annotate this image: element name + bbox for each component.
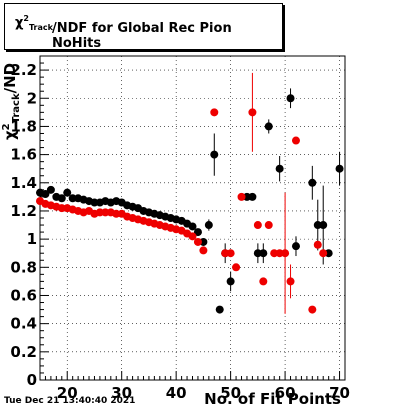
data-point	[319, 221, 328, 230]
y-tick-label: 1.4	[10, 174, 37, 192]
data-point	[291, 136, 300, 145]
data-point	[248, 192, 257, 201]
data-point	[291, 242, 300, 251]
data-point	[237, 192, 246, 201]
data-point	[248, 108, 257, 117]
data-point	[308, 305, 317, 314]
y-tick-label: 1.2	[10, 202, 37, 220]
data-point	[215, 305, 224, 314]
title-chi-symbol: χ2Track	[15, 14, 53, 32]
y-tick-label: 1.8	[10, 117, 37, 135]
timestamp: Tue Dec 21 13:40:40 2021	[4, 396, 136, 406]
series-1	[36, 72, 328, 314]
x-tick-label: 30	[111, 384, 132, 402]
x-tick-label: 60	[275, 384, 296, 402]
points-layer	[36, 72, 344, 314]
data-point	[259, 277, 268, 286]
grid-layer	[40, 56, 345, 381]
y-tick-label: 1	[27, 230, 37, 248]
data-point	[232, 263, 241, 272]
y-tick-label: 1.6	[10, 146, 37, 164]
data-point	[226, 277, 235, 286]
data-point	[188, 232, 197, 241]
tick-layer: 20 30 40 50 60 70 0 0.2 0.4 0.6 0.8 1 1.2 1.4 1.6 1.8 2 2…	[10, 61, 350, 402]
y-tick-label: 0.2	[10, 343, 37, 361]
data-point	[286, 94, 295, 103]
data-point	[41, 190, 50, 199]
data-point	[46, 185, 55, 194]
data-point	[63, 188, 72, 197]
plot-frame	[39, 55, 346, 381]
data-point	[199, 246, 208, 255]
data-point	[335, 164, 344, 173]
series-0	[36, 88, 344, 314]
x-tick-label: 70	[329, 384, 350, 402]
x-tick-label: 20	[57, 384, 78, 402]
data-point	[275, 164, 284, 173]
data-point	[193, 228, 202, 237]
data-point	[286, 277, 295, 286]
chart-title-box: χ2Track /NDF for Global Rec Pion NoHits	[4, 3, 283, 51]
y-tick-label: 2	[27, 89, 37, 107]
data-point	[204, 221, 213, 230]
data-point	[281, 249, 290, 258]
y-tick-label: 0.6	[10, 286, 37, 304]
data-point	[313, 240, 322, 249]
y-tick-label: 0	[27, 371, 37, 389]
data-point	[210, 108, 219, 117]
chart-title: /NDF for Global Rec Pion NoHits	[52, 21, 232, 51]
x-tick-label: 40	[166, 384, 187, 402]
data-point	[264, 122, 273, 131]
y-tick-label: 2.2	[10, 61, 37, 79]
y-tick-label: 0.8	[10, 258, 37, 276]
y-tick-label: 0.4	[10, 315, 37, 333]
data-point	[226, 249, 235, 258]
data-point	[210, 150, 219, 159]
data-point	[188, 222, 197, 231]
y-axis-label: χ2Track/ND	[1, 62, 22, 140]
data-point	[193, 237, 202, 246]
x-tick-label: 50	[220, 384, 241, 402]
data-point	[253, 221, 262, 230]
data-point	[259, 249, 268, 258]
x-axis-label: No. of Fit Points	[204, 390, 341, 408]
data-point	[308, 178, 317, 187]
data-point	[264, 221, 273, 230]
data-point	[319, 249, 328, 258]
data-point	[57, 194, 66, 203]
